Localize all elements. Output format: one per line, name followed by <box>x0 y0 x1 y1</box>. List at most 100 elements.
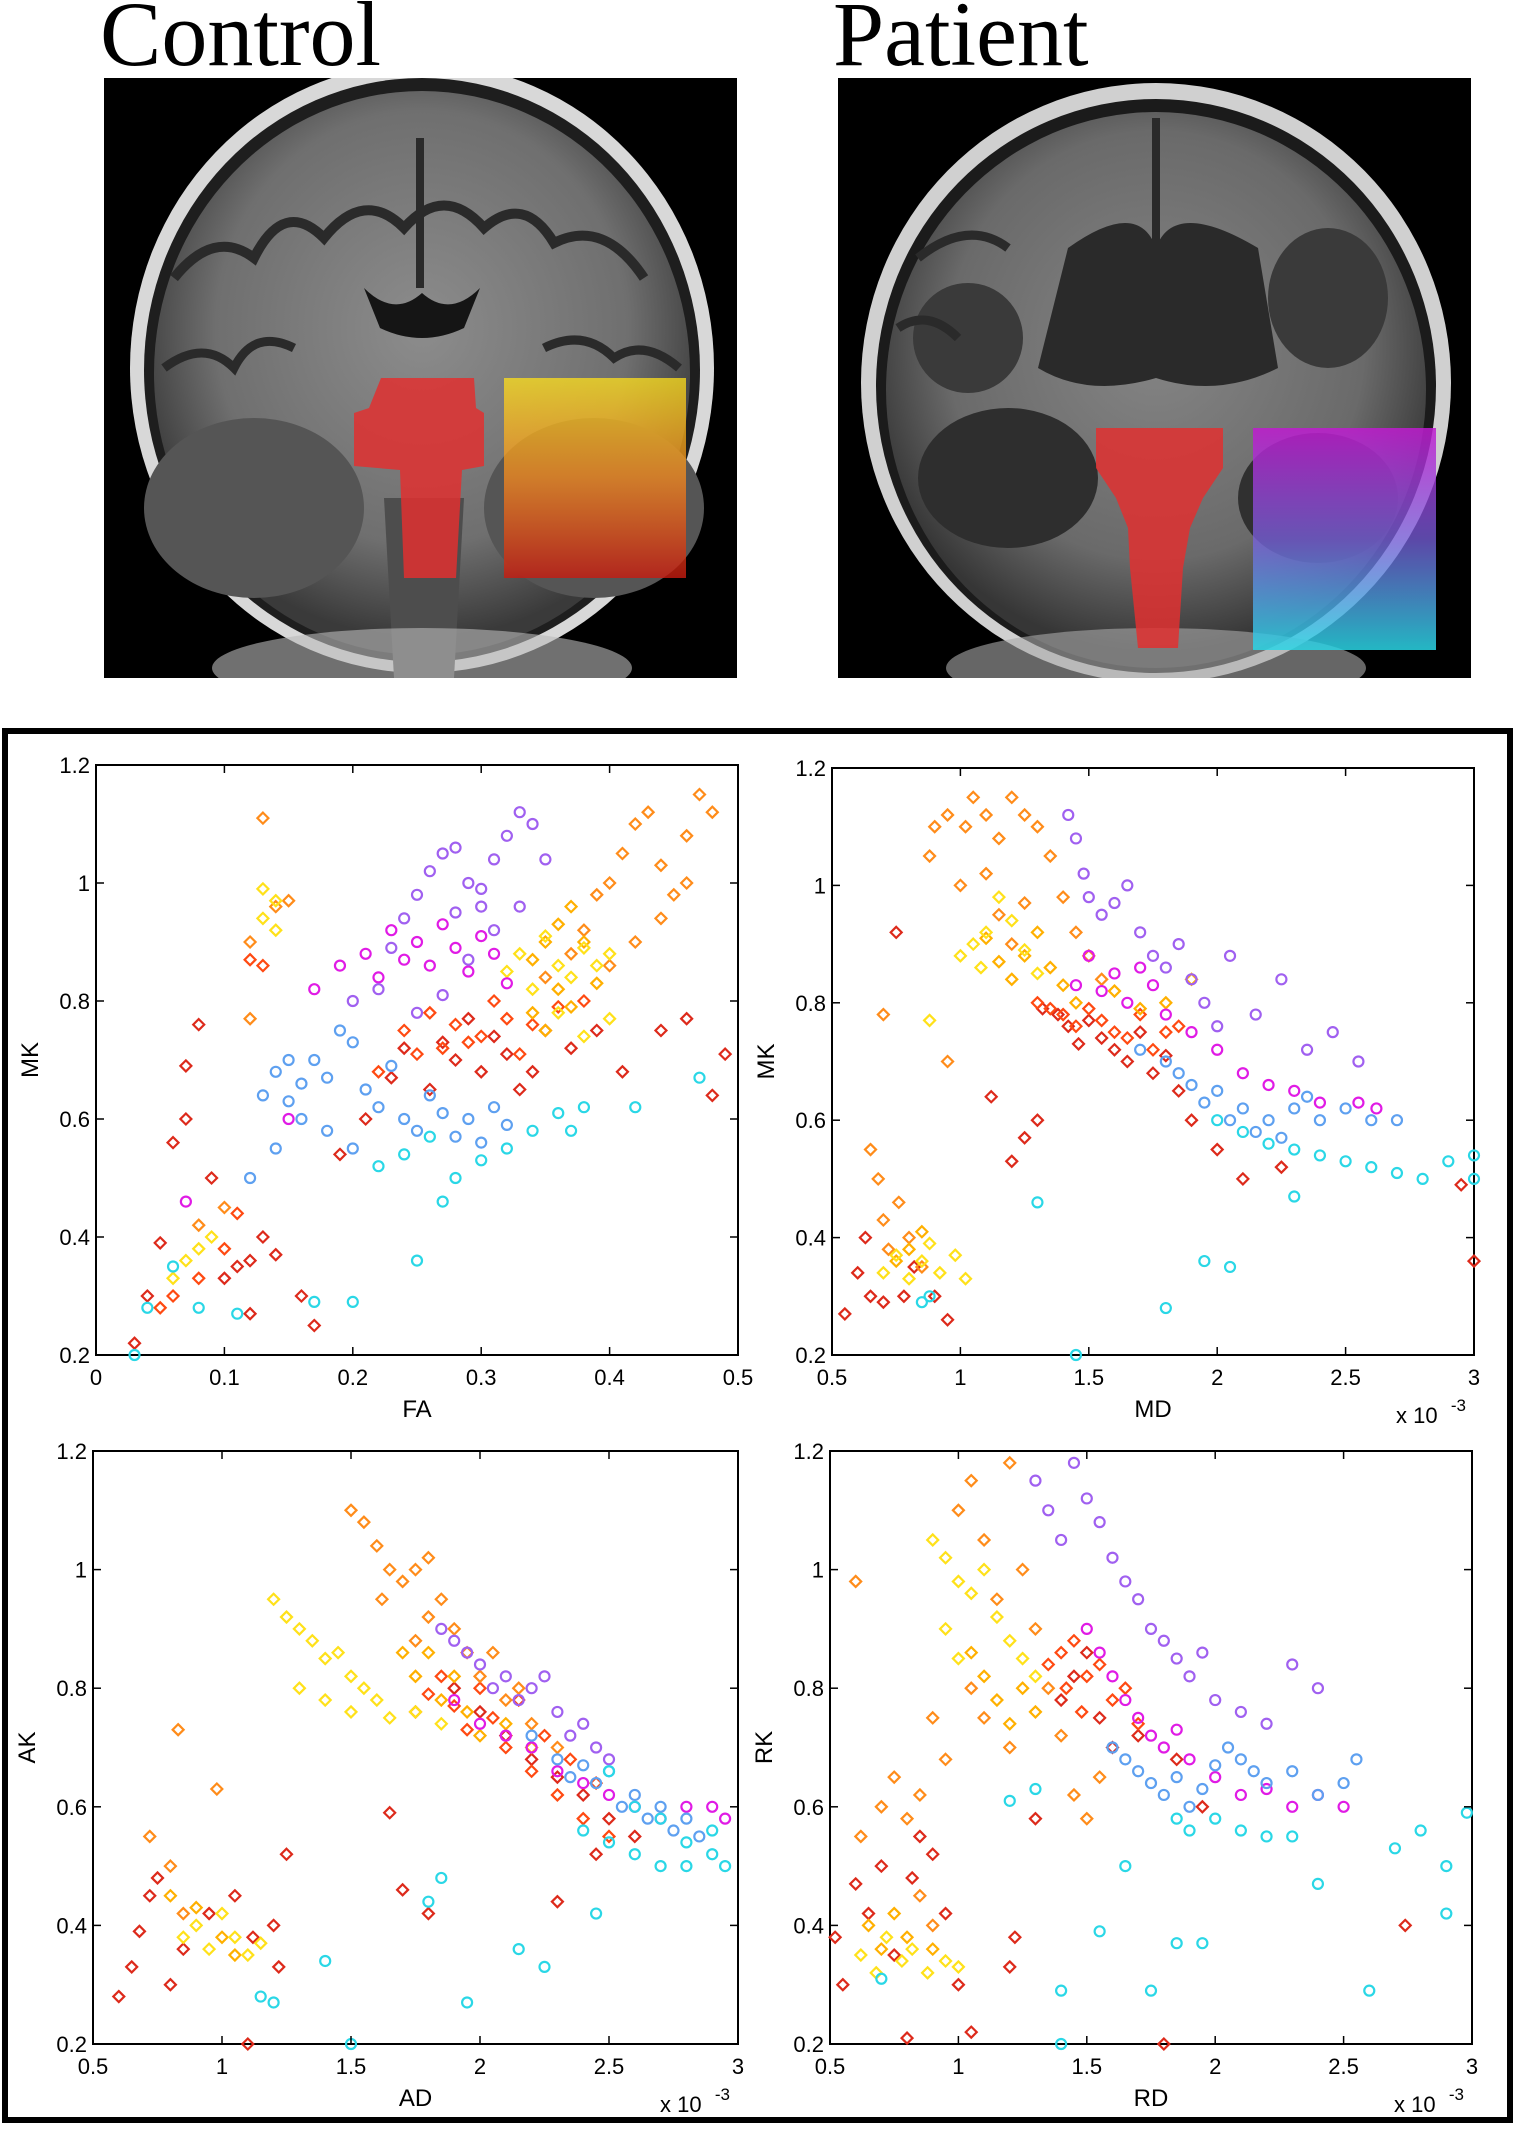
patient-circle-point <box>915 1296 928 1309</box>
patient-circle-point <box>500 829 513 842</box>
control-diamond-point <box>602 958 617 973</box>
control-diamond-point <box>940 1054 955 1069</box>
x-tick-label: 0.5 <box>817 1365 848 1390</box>
control-diamond-point <box>1105 1693 1120 1708</box>
patient-circle-point <box>1172 1067 1185 1080</box>
control-diamond-point <box>874 1942 889 1957</box>
patient-circle-point <box>487 853 501 866</box>
control-diamond-point <box>879 1930 894 1945</box>
control-diamond-point <box>422 1082 437 1097</box>
control-diamond-point <box>472 1704 488 1719</box>
control-diamond-point <box>850 1265 865 1280</box>
control-diamond-point <box>395 1574 410 1589</box>
y-tick-label: 0.4 <box>56 1913 87 1938</box>
control-diamond-point <box>472 1728 488 1743</box>
control-diamond-point <box>1043 848 1058 864</box>
control-diamond-point <box>905 1942 920 1957</box>
control-diamond-point <box>202 1906 217 1921</box>
patient-circle-point <box>321 1071 334 1084</box>
patient-circle-point <box>577 1101 591 1114</box>
control-diamond-point <box>1398 1918 1413 1933</box>
control-mri-image <box>104 78 737 678</box>
control-title: Control <box>100 0 382 85</box>
control-diamond-point <box>899 1930 915 1945</box>
control-diamond-point <box>828 1930 843 1945</box>
control-diamond-point <box>318 1693 333 1708</box>
control-diamond-point <box>255 1229 270 1245</box>
patient-circle-point <box>551 1753 564 1766</box>
control-diamond-point <box>889 1254 904 1269</box>
control-diamond-point <box>914 1224 929 1239</box>
patient-circle-point <box>1170 1771 1183 1784</box>
y-tick-label: 0.6 <box>795 1108 826 1133</box>
y-tick-label: 1 <box>814 873 826 898</box>
control-diamond-point <box>358 1111 373 1127</box>
patient-circle-point <box>589 1907 603 1920</box>
patient-circle-point <box>1288 1143 1301 1156</box>
y-tick-label: 1 <box>812 1558 824 1583</box>
control-diamond-point <box>666 887 681 902</box>
control-diamond-point <box>1004 1154 1019 1169</box>
patient-circle-point <box>179 1195 192 1208</box>
data-points <box>828 1455 1473 2052</box>
patient-circle-point <box>1209 1693 1222 1707</box>
control-diamond-point <box>422 1005 437 1020</box>
control-diamond-point <box>243 1306 258 1321</box>
patient-circle-point <box>525 1682 538 1695</box>
control-diamond-point <box>1092 1710 1107 1725</box>
patient-circle-point <box>1442 1155 1455 1168</box>
patient-circle-point <box>1029 1474 1042 1487</box>
control-diamond-point <box>369 1538 384 1553</box>
patient-circle-point <box>1326 1026 1339 1039</box>
control-diamond-point <box>1094 1013 1109 1028</box>
control-diamond-point <box>374 1592 390 1607</box>
control-diamond-point <box>940 1312 955 1327</box>
patient-circle-point <box>1236 1125 1249 1139</box>
control-diamond-point <box>448 1052 463 1068</box>
control-diamond-point <box>989 1609 1004 1625</box>
control-diamond-point <box>305 1633 320 1648</box>
patient-circle-point <box>1234 1788 1247 1802</box>
patient-circle-point <box>308 1295 321 1309</box>
control-diamond-point <box>920 1965 935 1980</box>
control-diamond-point <box>538 970 553 985</box>
control-diamond-point <box>925 1918 940 1933</box>
control-diamond-point <box>1028 1811 1043 1826</box>
control-diamond-point <box>977 1532 992 1548</box>
x-axis-label: FA <box>402 1396 431 1423</box>
patient-circle-point <box>875 1972 888 1985</box>
patient-circle-point <box>1288 1084 1301 1097</box>
control-diamond-point <box>485 1645 500 1660</box>
y-tick-label: 0.8 <box>793 1676 824 1701</box>
patient-circle-point <box>1172 937 1185 951</box>
control-diamond-point <box>421 1550 436 1565</box>
control-diamond-point <box>653 858 669 873</box>
control-diamond-point <box>938 1550 953 1565</box>
patient-circle-point <box>1082 949 1095 962</box>
control-diamond-point <box>202 1942 217 1957</box>
control-diamond-point <box>1145 1066 1161 1081</box>
control-diamond-point <box>448 1017 463 1032</box>
patient-circle-point <box>449 906 462 919</box>
patient-circle-point <box>385 1059 398 1073</box>
control-diamond-point <box>279 1609 294 1625</box>
patient-circle-point <box>1159 1008 1172 1021</box>
control-diamond-point <box>576 993 591 1009</box>
control-diamond-point <box>1081 1001 1096 1016</box>
control-diamond-point <box>953 948 968 963</box>
patient-circle-point <box>602 1836 616 1849</box>
control-diamond-point <box>1054 1645 1069 1660</box>
control-diamond-point <box>1071 1036 1086 1051</box>
control-diamond-point <box>245 1930 261 1945</box>
control-diamond-point <box>576 940 591 955</box>
control-diamond-point <box>408 1633 423 1648</box>
patient-circle-point <box>1183 1753 1196 1766</box>
patient-circle-point <box>1260 1830 1273 1843</box>
control-diamond-point <box>589 1847 604 1862</box>
control-diamond-point <box>140 1288 155 1304</box>
patient-circle-point <box>282 1053 295 1067</box>
control-diamond-point <box>1133 1007 1148 1022</box>
control-diamond-point <box>951 1574 966 1589</box>
control-diamond-point <box>874 1799 889 1814</box>
